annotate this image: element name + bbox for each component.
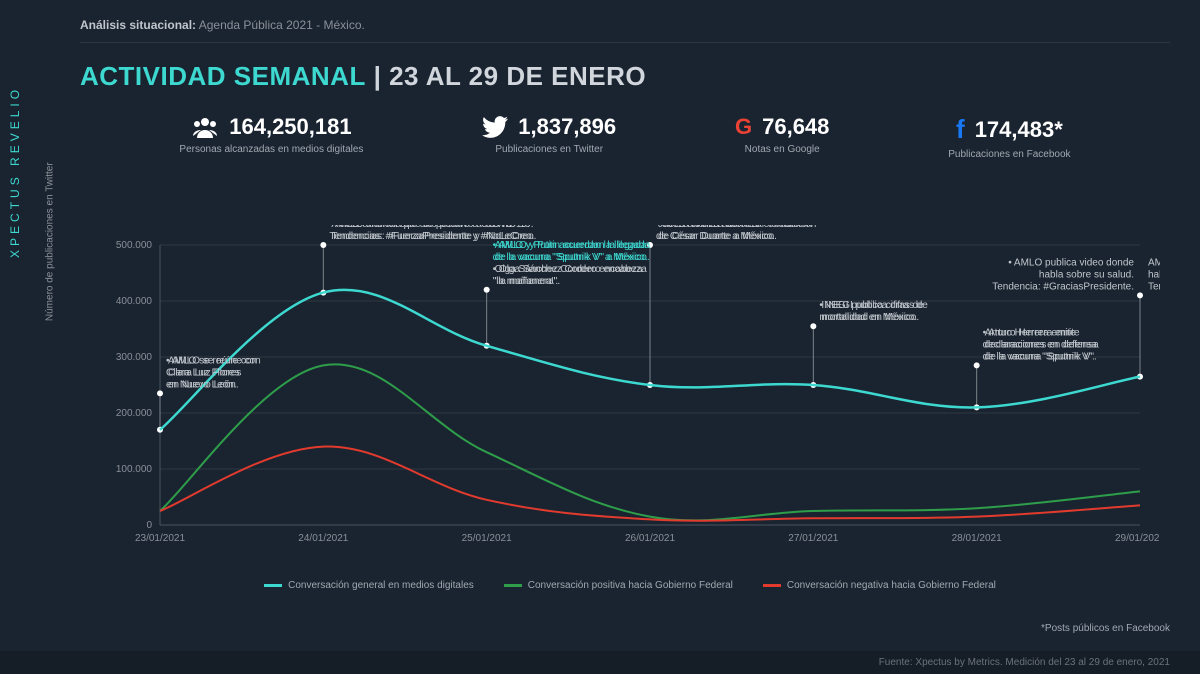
svg-text:• AMLO publica video donde: • AMLO publica video donde	[1008, 257, 1134, 268]
title-main: ACTIVIDAD SEMANAL	[80, 61, 366, 91]
stat-label: Publicaciones en Facebook	[948, 149, 1070, 160]
svg-text:500.000: 500.000	[116, 240, 153, 251]
title-sub: 23 AL 29 DE ENERO	[389, 61, 646, 91]
title-sep: |	[366, 61, 389, 91]
legend-item: Conversación positiva hacia Gobierno Fed…	[504, 580, 733, 591]
legend-item: Conversación negativa hacia Gobierno Fed…	[763, 580, 996, 591]
stat-label: Personas alcanzadas en medios digitales	[179, 144, 363, 155]
svg-text:28/01/2021: 28/01/2021	[952, 533, 1002, 544]
stat-label: Notas en Google	[735, 144, 829, 155]
stat-value: 174,483*	[975, 117, 1063, 143]
header: Análisis situacional: Agenda Pública 202…	[80, 18, 1170, 43]
legend: Conversación general en medios digitales…	[100, 580, 1160, 591]
svg-text:300.000: 300.000	[116, 352, 153, 363]
y-axis-label: Número de publicaciones en Twitter	[45, 162, 56, 321]
svg-text:• Jueza analiza autorizar extr: • Jueza analiza autorizar extradición	[656, 225, 816, 230]
svg-text:100.000: 100.000	[116, 464, 153, 475]
footnote: *Posts públicos en Facebook	[1041, 623, 1170, 634]
stat-value: 164,250,181	[229, 114, 351, 140]
svg-text:• INEGI publica cifras de: • INEGI publica cifras de	[819, 300, 928, 311]
page-title: ACTIVIDAD SEMANAL | 23 AL 29 DE ENERO	[80, 61, 1170, 92]
svg-text:200.000: 200.000	[116, 408, 153, 419]
svg-text:"la mañanera".: "la mañanera".	[493, 276, 558, 287]
svg-text:• Arturo Herrera emite: • Arturo Herrera emite	[983, 327, 1080, 338]
svg-text:• AMLO y Putin acuerdan la lle: • AMLO y Putin acuerdan la llegada	[493, 240, 651, 251]
svg-text:24/01/2021: 24/01/2021	[298, 533, 348, 544]
svg-text:• AMLO anuncia que dio positiv: • AMLO anuncia que dio positivo a COVID-…	[329, 225, 533, 230]
stat-value: 76,648	[762, 114, 829, 140]
stat-item: 164,250,181 Personas alcanzadas en medios…	[179, 114, 363, 160]
svg-text:Clara Luz Flores: Clara Luz Flores	[166, 367, 239, 378]
stats-row: 164,250,181 Personas alcanzadas en medios…	[80, 114, 1170, 160]
svg-text:Tendencia: #GraciasPresidente.: Tendencia: #GraciasPresidente.	[992, 281, 1134, 292]
line-chart: 0 100.000 200.000 300.000 400.000 500.000 23/0…	[100, 225, 1160, 565]
header-label: Análisis situacional:	[80, 18, 196, 32]
svg-text:23/01/2021: 23/01/2021	[135, 533, 185, 544]
source-bar: Fuente: Xpectus by Metrics. Medición del…	[0, 651, 1200, 674]
legend-label: Conversación negativa hacia Gobierno Fed…	[787, 580, 996, 591]
chart-area: Número de publicaciones en Twitter 0100.…	[100, 225, 1160, 565]
svg-text:25/01/2021: 25/01/2021	[462, 533, 512, 544]
legend-label: Conversación positiva hacia Gobierno Fed…	[528, 580, 733, 591]
svg-text:de la vacuna "Sputnik V" a Méx: de la vacuna "Sputnik V" a México.	[493, 252, 648, 263]
brand-label: XPECTUS REVELIO	[8, 86, 22, 258]
legend-label: Conversación general en medios digitales	[288, 580, 474, 591]
svg-text:de la vacuna "Sputnik V".: de la vacuna "Sputnik V".	[983, 351, 1095, 362]
stat-value: 1,837,896	[518, 114, 616, 140]
header-value: Agenda Pública 2021 - México.	[199, 18, 365, 32]
svg-text:• AMLO se reúne con: • AMLO se reúne con	[166, 355, 261, 366]
svg-text:habla sobre su salud.: habla sobre su salud.	[1148, 269, 1160, 280]
stat-item: 1,837,896 Publicaciones en Twitter	[482, 114, 616, 160]
svg-text:Tendencia: #GraciasPresidente.: Tendencia: #GraciasPresidente.	[1148, 281, 1160, 292]
svg-text:AMLO publica video donde: AMLO publica video donde	[1148, 257, 1160, 268]
svg-text:de César Duarte a México.: de César Duarte a México.	[656, 231, 775, 242]
stat-label: Publicaciones en Twitter	[482, 144, 616, 155]
svg-text:0: 0	[146, 520, 152, 531]
legend-item: Conversación general en medios digitales	[264, 580, 474, 591]
stat-item: G 76,648 Notas en Google	[735, 114, 829, 160]
svg-text:400.000: 400.000	[116, 296, 153, 307]
stat-item: f 174,483* Publicaciones en Facebook	[948, 114, 1070, 160]
svg-text:26/01/2021: 26/01/2021	[625, 533, 675, 544]
facebook-icon: f	[956, 114, 965, 145]
people-icon	[191, 116, 219, 138]
svg-text:27/01/2021: 27/01/2021	[788, 533, 838, 544]
svg-text:en Nuevo León.: en Nuevo León.	[166, 379, 237, 390]
svg-text:• Olga Sánchez Cordero encabez: • Olga Sánchez Cordero encabeza	[493, 264, 648, 275]
svg-text:mortalidad en México.: mortalidad en México.	[819, 312, 917, 323]
svg-text:29/01/2021: 29/01/2021	[1115, 533, 1160, 544]
google-icon: G	[735, 114, 752, 140]
twitter-icon	[482, 116, 508, 138]
svg-text:declaraciones en defensa: declaraciones en defensa	[983, 339, 1097, 350]
svg-text:habla sobre su salud.: habla sobre su salud.	[1039, 269, 1134, 280]
